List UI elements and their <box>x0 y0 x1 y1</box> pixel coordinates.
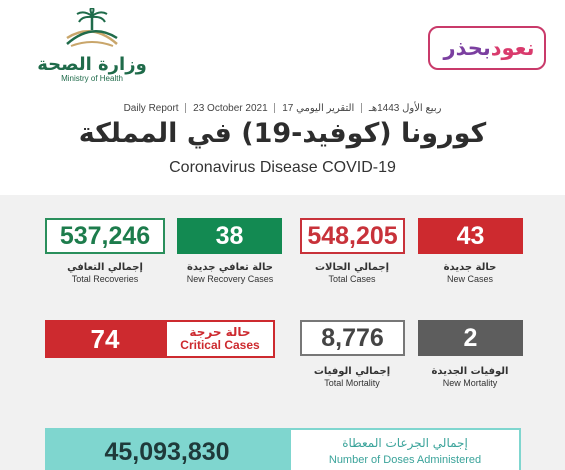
date-hijri: 17 ربيع الأول 1443هـ <box>282 103 442 114</box>
new-cases-label-en: New Cases <box>446 274 493 284</box>
report-label-en: Daily Report <box>123 103 179 114</box>
critical-cases-label-en: Critical Cases <box>180 338 260 352</box>
doses-label-en: Number of Doses Administered <box>328 454 482 466</box>
ministry-name-ar: وزارة الصحة <box>37 54 147 75</box>
divider <box>361 103 363 114</box>
new-recoveries-label-ar: حالة تعافي جديدة <box>187 262 273 273</box>
new-cases-value: 43 <box>418 218 523 254</box>
new-recoveries-label-en: New Recovery Cases <box>186 274 274 284</box>
report-label-ar: التقرير اليومي <box>296 103 355 114</box>
new-cases-label-ar: حالة جديدة <box>443 262 497 273</box>
ministry-name-en: Ministry of Health <box>61 74 123 83</box>
total-cases-label-en: Total Cases <box>328 274 376 284</box>
total-recoveries-label-ar: إجمالي التعافي <box>67 262 143 273</box>
new-mortality-caption: الوفيات الجديدة New Mortality <box>410 366 530 388</box>
total-cases-caption: إجمالي الحالات Total Cases <box>292 262 412 284</box>
new-cases-caption: حالة جديدة New Cases <box>410 262 530 284</box>
total-recoveries-label-en: Total Recoveries <box>71 274 139 284</box>
doses-value: 45,093,830 <box>45 428 289 470</box>
total-cases-label-ar: إجمالي الحالات <box>314 262 390 273</box>
new-recoveries-value: 38 <box>177 218 282 254</box>
new-mortality-value: 2 <box>418 320 523 356</box>
new-recoveries-caption: حالة تعافي جديدة New Recovery Cases <box>170 262 290 284</box>
total-mortality-label-ar: إجمالي الوفيات <box>313 366 391 377</box>
page-title-ar: كورونا (كوفيد-19) في المملكة <box>78 118 487 149</box>
campaign-word-1: نعود <box>490 36 535 60</box>
critical-cases-block: 74 حالة حرجة Critical Cases <box>45 320 275 358</box>
total-recoveries-caption: إجمالي التعافي Total Recoveries <box>45 262 165 284</box>
divider <box>185 103 187 114</box>
total-recoveries-value: 537,246 <box>45 218 165 254</box>
palm-swords-emblem-icon <box>66 8 118 47</box>
new-mortality-label-ar: الوفيات الجديدة <box>431 366 509 377</box>
ministry-logo: وزارة الصحة Ministry of Health <box>22 8 162 90</box>
total-mortality-caption: إجمالي الوفيات Total Mortality <box>292 366 412 388</box>
campaign-badge: نعود بحذر <box>428 26 546 70</box>
total-mortality-value: 8,776 <box>300 320 405 356</box>
critical-cases-caption: حالة حرجة Critical Cases <box>165 320 275 358</box>
page-title-en: Coronavirus Disease COVID-19 <box>169 159 396 176</box>
doses-caption: إجمالي الجرعات المعطاة Number of Doses A… <box>289 428 521 470</box>
critical-cases-label-ar: حالة حرجة <box>189 325 251 340</box>
divider <box>274 103 276 114</box>
doses-block: 45,093,830 إجمالي الجرعات المعطاة Number… <box>45 428 521 470</box>
report-date-line: Daily Report 23 October 2021 17 ربيع الأ… <box>0 103 565 114</box>
campaign-word-2: بحذر <box>443 36 491 60</box>
new-mortality-label-en: New Mortality <box>442 378 498 388</box>
total-cases-value: 548,205 <box>300 218 405 254</box>
date-gregorian: 23 October 2021 <box>193 103 268 114</box>
doses-label-ar: إجمالي الجرعات المعطاة <box>342 436 468 450</box>
total-mortality-label-en: Total Mortality <box>324 378 380 388</box>
critical-cases-value: 74 <box>45 320 165 358</box>
